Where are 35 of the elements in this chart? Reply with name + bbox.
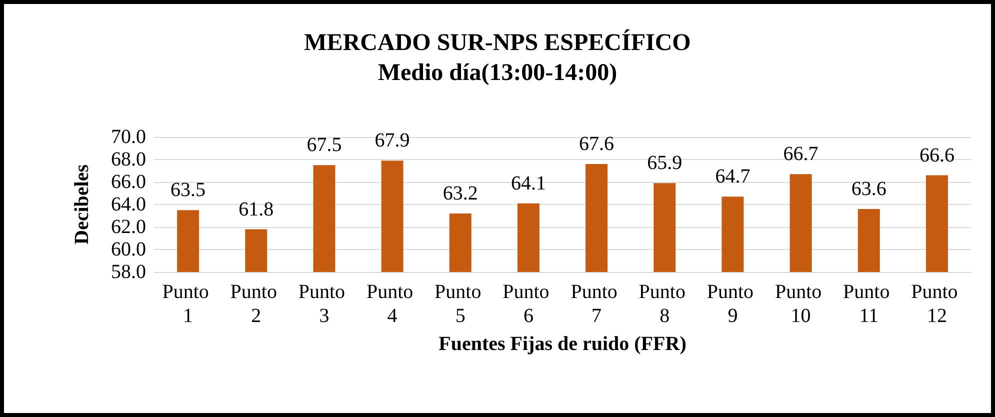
x-tick-label: Punto 9 — [706, 281, 759, 327]
x-tick-label: Punto 10 — [774, 281, 827, 327]
y-tick-label: 60.0 — [111, 238, 146, 260]
data-label: 67.5 — [306, 134, 342, 156]
y-tick-label: 62.0 — [111, 216, 146, 238]
y-axis-title: Decibeles — [71, 164, 93, 244]
data-label: 63.5 — [170, 179, 206, 202]
x-tick-label: Punto 8 — [638, 281, 690, 327]
y-tick-label: 70.0 — [111, 126, 146, 148]
x-tick-label: Punto 1 — [162, 281, 214, 327]
x-tick-label: Punto 4 — [366, 281, 418, 327]
data-label: 64.1 — [510, 172, 546, 194]
y-tick-label: 58.0 — [111, 261, 146, 283]
y-tick-label: 66.0 — [111, 171, 146, 193]
x-tick-label: Punto 12 — [911, 281, 963, 327]
chart-title: MERCADO SUR-NPS ESPECÍFICO — [304, 29, 691, 56]
data-label: 66.7 — [783, 143, 818, 166]
data-label: 63.2 — [442, 182, 478, 204]
x-tick-label: Punto 2 — [230, 281, 282, 327]
data-label: 66.6 — [919, 144, 954, 166]
x-tick-label: Punto 7 — [570, 281, 622, 327]
x-axis-title: Fuentes Fijas de ruido (FFR) — [438, 333, 686, 355]
x-tick-label: Punto 3 — [298, 281, 350, 327]
x-tick-label: Punto 6 — [502, 281, 554, 327]
data-label: 64.7 — [715, 166, 750, 188]
y-tick-label: 68.0 — [111, 148, 146, 170]
data-label: 63.6 — [851, 178, 886, 200]
data-label: 67.6 — [579, 133, 614, 155]
data-label: 67.9 — [374, 130, 410, 152]
chart-subtitle: Medio día(13:00-14:00) — [378, 60, 618, 86]
x-tick-label: Punto 5 — [434, 281, 486, 327]
x-tick-label: Punto 11 — [843, 281, 895, 327]
data-label: 61.8 — [238, 198, 274, 220]
data-label: 65.9 — [647, 152, 682, 174]
y-tick-label: 64.0 — [111, 194, 146, 216]
